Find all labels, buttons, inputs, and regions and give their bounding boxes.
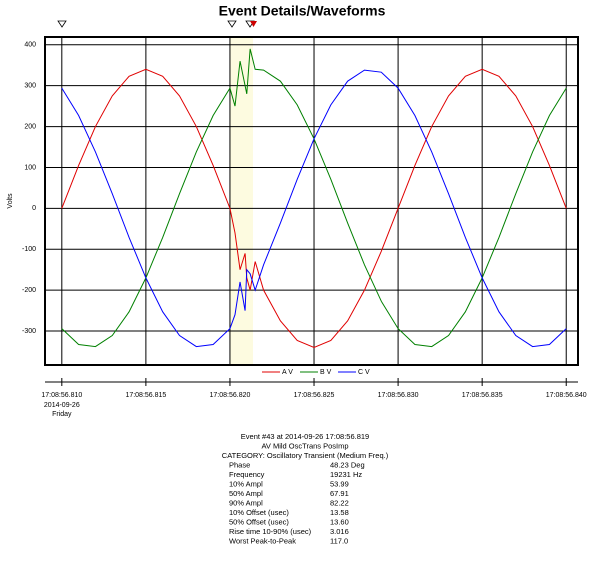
info-value: 3.016: [330, 527, 349, 536]
info-value: 53.99: [330, 479, 349, 488]
info-line: CATEGORY: Oscillatory Transient (Medium …: [222, 451, 389, 460]
info-value: 13.58: [330, 508, 349, 517]
x-tick-label: 17:08:56.820: [210, 392, 251, 399]
legend-label: A V: [282, 369, 293, 376]
info-line: Event #43 at 2014-09-26 17:08:56.819: [241, 432, 369, 441]
y-tick-label: 400: [24, 42, 36, 49]
info-label: Rise time 10-90% (usec): [229, 527, 312, 536]
x-tick-label: 17:08:56.840: [546, 392, 587, 399]
info-label: 10% Offset (usec): [229, 508, 289, 517]
info-label: 90% Ampl: [229, 498, 263, 507]
x-tick-label: 17:08:56.815: [125, 392, 166, 399]
marker: [250, 21, 257, 27]
info-value: 82.22: [330, 498, 349, 507]
info-line: AV Mild OscTrans PosImp: [261, 441, 348, 450]
series-line: [61, 48, 567, 348]
plot-frame: [44, 36, 579, 366]
x-date-label: 2014-09-26: [44, 402, 80, 409]
plot-lines: [61, 48, 567, 348]
y-axis-label: Volts: [7, 193, 14, 209]
info-label: Worst Peak-to-Peak: [229, 536, 296, 545]
event-highlight: [230, 37, 253, 365]
info-label: Frequency: [229, 470, 265, 479]
x-tick-label: 17:08:56.835: [462, 392, 503, 399]
info-value: 13.60: [330, 517, 349, 526]
y-tick-label: 200: [24, 123, 36, 130]
x-tick-label: 17:08:56.825: [294, 392, 335, 399]
marker: [227, 20, 237, 28]
y-tick-label: -200: [22, 287, 36, 294]
y-tick-label: 100: [24, 164, 36, 171]
info-label: Phase: [229, 460, 250, 469]
x-day-label: Friday: [52, 411, 72, 418]
info-label: 10% Ampl: [229, 479, 263, 488]
x-tick-label: 17:08:56.830: [378, 392, 419, 399]
y-tick-label: 300: [24, 83, 36, 90]
info-value: 117.0: [330, 536, 348, 545]
chart-title: Event Details/Waveforms: [219, 3, 386, 19]
info-label: 50% Offset (usec): [229, 517, 289, 526]
info-value: 19231 Hz: [330, 470, 362, 479]
y-tick-label: 0: [32, 205, 36, 212]
legend-label: B V: [320, 369, 332, 376]
info-value: 67.91: [330, 489, 349, 498]
series-line: [61, 69, 567, 348]
legend-label: C V: [358, 369, 370, 376]
info-value: 48.23 Deg: [330, 460, 365, 469]
info-label: 50% Ampl: [229, 489, 263, 498]
series-line: [61, 68, 567, 348]
x-tick-label: 17:08:56.810: [41, 392, 82, 399]
marker: [57, 20, 67, 28]
y-tick-label: -300: [22, 328, 36, 335]
y-tick-label: -100: [22, 246, 36, 253]
